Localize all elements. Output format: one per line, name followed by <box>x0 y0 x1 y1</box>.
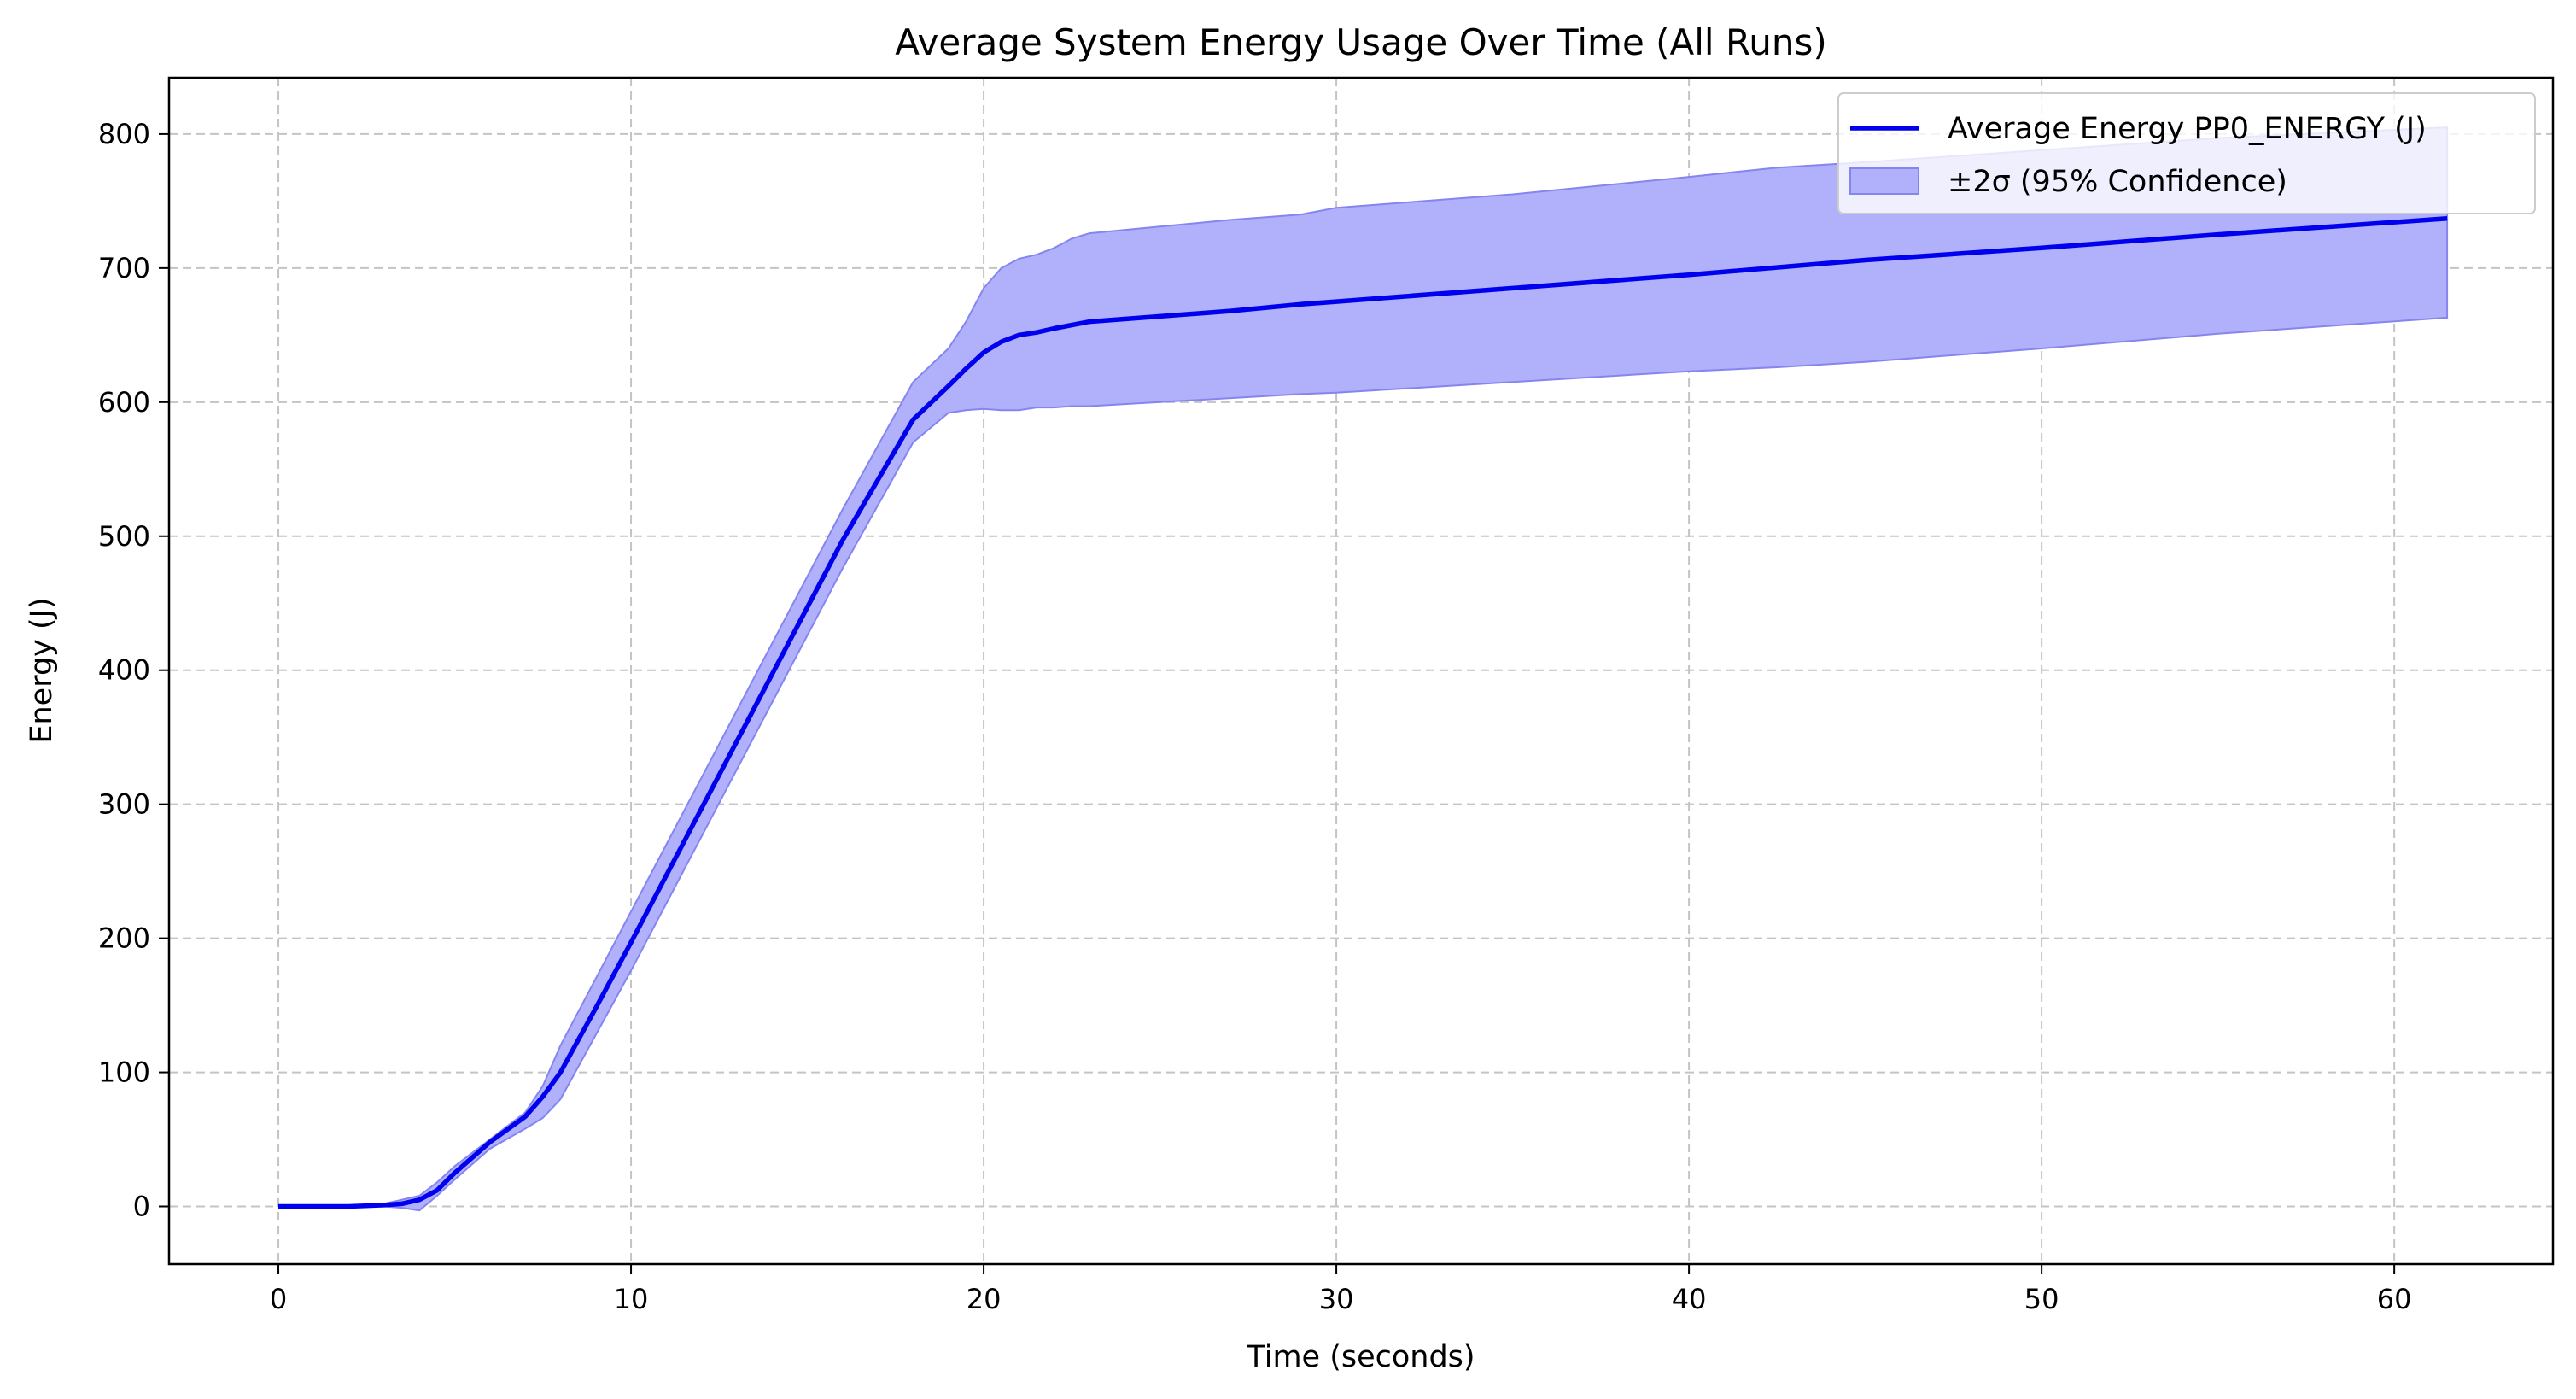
y-axis-label: Energy (J) <box>25 597 59 743</box>
legend-label-confidence: ±2σ (95% Confidence) <box>1948 165 2287 199</box>
x-tick-label: 10 <box>614 1283 649 1315</box>
x-tick-label: 20 <box>967 1283 1002 1315</box>
y-tick-label: 0 <box>133 1191 150 1223</box>
legend: Average Energy PP0_ENERGY (J) ±2σ (95% C… <box>1837 92 2536 214</box>
legend-band-swatch <box>1849 167 1919 195</box>
chart-title: Average System Energy Usage Over Time (A… <box>895 21 1827 63</box>
y-tick-label: 100 <box>98 1057 150 1089</box>
y-tick-label: 700 <box>98 252 150 284</box>
x-tick-label: 60 <box>2377 1283 2412 1315</box>
y-tick-label: 600 <box>98 386 150 419</box>
y-tick-label: 400 <box>98 654 150 687</box>
y-tick-label: 200 <box>98 922 150 955</box>
average-energy-line <box>278 216 2448 1209</box>
x-tick-label: 50 <box>2024 1283 2059 1315</box>
x-axis-ticks: 0 10 20 30 40 50 60 <box>270 1264 2412 1315</box>
x-tick-label: 30 <box>1319 1283 1354 1315</box>
y-tick-label: 500 <box>98 520 150 553</box>
x-tick-label: 0 <box>270 1283 287 1315</box>
y-tick-label: 800 <box>98 118 150 150</box>
average-line-layer <box>278 216 2448 1209</box>
x-axis-label: Time (seconds) <box>1246 1340 1475 1374</box>
y-axis-ticks: 0 100 200 300 400 500 600 700 800 <box>98 118 169 1223</box>
x-tick-label: 40 <box>1672 1283 1707 1315</box>
y-tick-label: 300 <box>98 788 150 821</box>
legend-label-average: Average Energy PP0_ENERGY (J) <box>1948 112 2427 146</box>
legend-box <box>1837 92 2536 214</box>
